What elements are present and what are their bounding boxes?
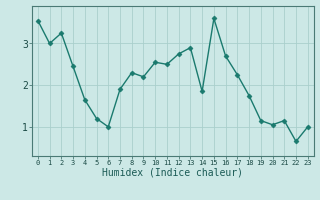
X-axis label: Humidex (Indice chaleur): Humidex (Indice chaleur) — [102, 168, 243, 178]
